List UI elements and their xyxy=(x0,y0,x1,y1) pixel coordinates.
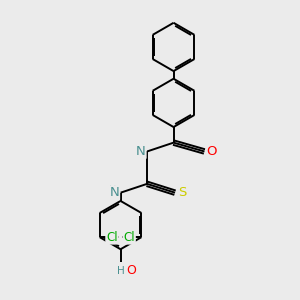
Text: Cl: Cl xyxy=(106,231,118,244)
Text: S: S xyxy=(178,186,187,199)
Text: H: H xyxy=(135,144,142,154)
Text: N: N xyxy=(109,186,119,199)
Text: O: O xyxy=(126,264,136,277)
Text: Cl: Cl xyxy=(123,231,135,244)
Text: O: O xyxy=(207,145,217,158)
Text: H: H xyxy=(117,266,124,276)
Text: H: H xyxy=(109,185,116,195)
Text: N: N xyxy=(136,145,146,158)
